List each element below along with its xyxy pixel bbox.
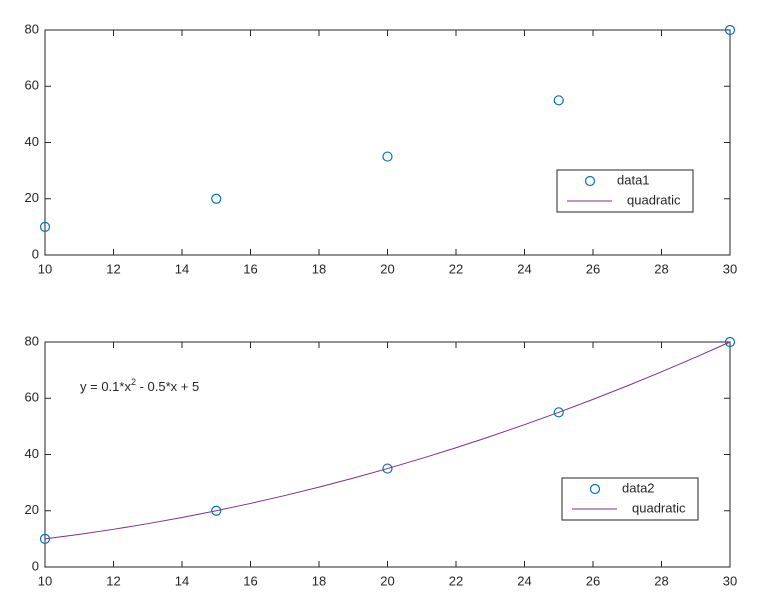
y-tick-label: 40 — [25, 134, 39, 149]
x-tick-label: 12 — [106, 573, 120, 588]
annotation-part: y = 0.1*x — [80, 379, 131, 394]
x-tick-label: 20 — [380, 573, 394, 588]
legend-box — [561, 477, 699, 521]
x-tick-label: 16 — [243, 261, 257, 276]
legend-marker — [589, 483, 601, 495]
point — [39, 533, 51, 544]
point — [553, 407, 564, 418]
y-tick-label: 80 — [25, 333, 39, 348]
x-tick-label: 16 — [243, 573, 257, 588]
x-tick-label: 20 — [380, 261, 394, 276]
y-tick-label: 20 — [25, 190, 39, 205]
x-tick-label: 14 — [175, 573, 189, 588]
curve — [44, 341, 731, 540]
axes-box — [44, 29, 731, 256]
y-tick-label: 20 — [25, 502, 39, 517]
annotation-part: - 0.5*x + 5 — [136, 379, 199, 394]
y-tick-label: 0 — [32, 558, 39, 573]
legend-label: quadratic — [632, 500, 686, 515]
x-tick-label: 10 — [38, 573, 52, 588]
x-tick-label: 12 — [106, 261, 120, 276]
y-tick-label: 0 — [32, 246, 39, 261]
point — [39, 221, 51, 232]
x-tick-label: 26 — [586, 261, 600, 276]
point — [724, 24, 736, 36]
x-tick-label: 24 — [517, 261, 531, 276]
x-tick-label: 26 — [586, 573, 600, 588]
point — [382, 463, 393, 474]
legend-label: quadratic — [627, 192, 681, 207]
x-tick-label: 10 — [38, 261, 52, 276]
annotation: y = 0.1*x2 - 0.5*x + 5 — [80, 377, 199, 394]
legend-marker — [584, 175, 596, 187]
x-tick-label: 18 — [312, 261, 326, 276]
y-tick-label: 40 — [25, 446, 39, 461]
legend-label: data1 — [617, 172, 650, 187]
y-tick-label: 60 — [25, 390, 39, 405]
annotation-part: 2 — [131, 377, 136, 387]
axes-box — [44, 341, 731, 568]
y-tick-label: 60 — [25, 78, 39, 93]
x-tick-label: 24 — [517, 573, 531, 588]
x-tick-label: 28 — [654, 573, 668, 588]
legend-label: data2 — [622, 480, 655, 495]
x-tick-label: 18 — [312, 573, 326, 588]
point — [382, 151, 393, 162]
x-tick-label: 22 — [449, 573, 463, 588]
point — [211, 505, 222, 516]
point — [724, 336, 736, 348]
point — [553, 95, 564, 106]
y-tick-label: 80 — [25, 21, 39, 36]
legend-box — [556, 169, 694, 213]
x-tick-label: 28 — [654, 261, 668, 276]
point — [211, 193, 222, 204]
x-tick-label: 30 — [723, 261, 737, 276]
x-tick-label: 14 — [175, 261, 189, 276]
x-tick-label: 22 — [449, 261, 463, 276]
x-tick-label: 30 — [723, 573, 737, 588]
